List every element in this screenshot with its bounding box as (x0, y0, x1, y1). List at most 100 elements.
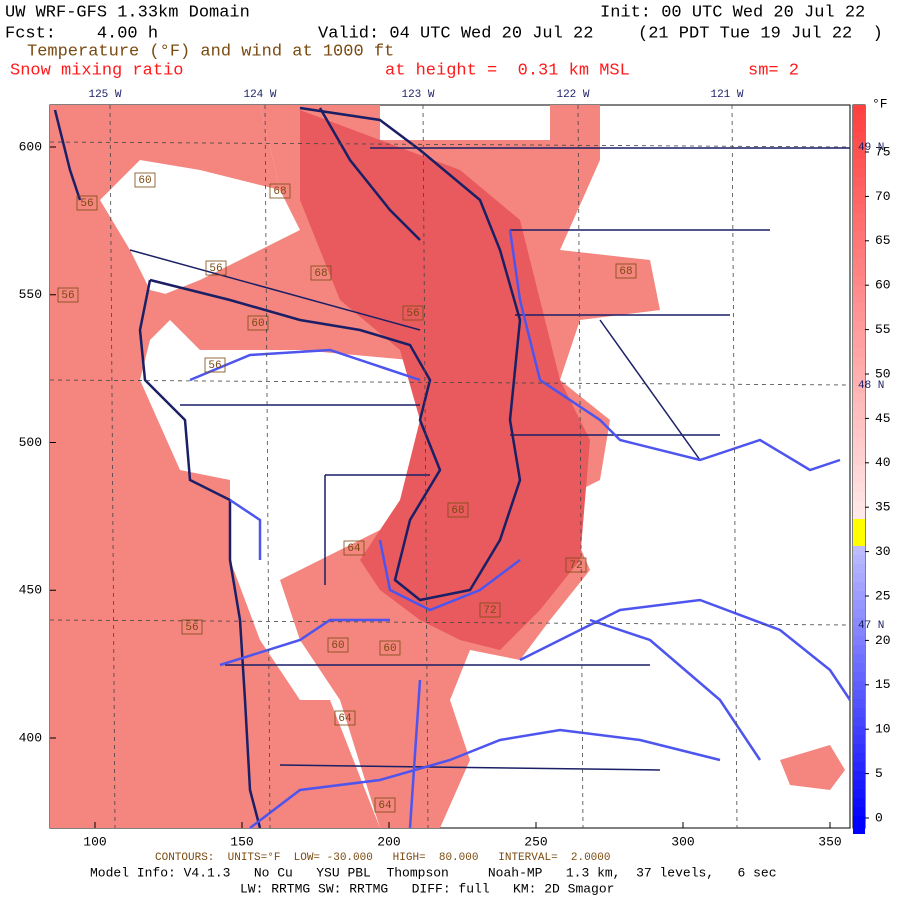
shading-name: Snow mixing ratio (10, 61, 183, 80)
contour-label: 72 (569, 560, 582, 572)
contour-label-box (447, 502, 469, 518)
contour-label: 60 (383, 643, 396, 655)
warm-region (780, 745, 845, 790)
colorbar-cell (853, 636, 865, 645)
contour-label-box (615, 263, 637, 279)
colorbar-cell (853, 555, 865, 564)
colorbar-tick-label: 30 (875, 544, 891, 559)
contour-label: 56 (406, 308, 419, 320)
contour-label-box (181, 619, 203, 635)
colorbar-cell (853, 546, 865, 555)
colorbar-cell (853, 339, 865, 348)
colorbar-cell (853, 564, 865, 573)
colorbar-cell (853, 177, 865, 186)
colorbar-tick-label: 0 (875, 810, 883, 825)
colorbar-cell (853, 681, 865, 690)
contour-label: 68 (314, 268, 327, 280)
rivers (189, 229, 852, 829)
longitude-label: 122 W (556, 89, 589, 101)
colorbar-cell (853, 519, 865, 528)
colorbar-cell (853, 753, 865, 762)
colorbar-cell (853, 573, 865, 582)
latitude-label: 47 N (858, 620, 884, 632)
local-time: (21 PDT Tue 19 Jul 22 ) (638, 24, 883, 43)
borders (129, 147, 850, 771)
colorbar-cell (853, 600, 865, 609)
contour-label-box (205, 260, 227, 276)
colorbar-cell (853, 348, 865, 357)
meridian (264, 104, 271, 829)
meridian (731, 104, 738, 829)
contour-label: 56 (185, 622, 198, 634)
contour-label-box (374, 797, 396, 813)
field-name: Temperature (°F) and wind at 1000 ft (27, 42, 394, 61)
y-tick-label: 400 (19, 730, 42, 745)
colorbar-cell (853, 375, 865, 384)
colorbar-cell (853, 591, 865, 600)
model-info: Model Info: V4.1.3 No Cu YSU PBL Thompso… (90, 865, 777, 880)
contour-label-box (343, 540, 365, 556)
colorbar-unit: °F (872, 96, 888, 111)
colorbar-cell (853, 276, 865, 285)
colorbar-cell (853, 105, 865, 114)
warm-region (50, 105, 380, 828)
colorbar-cell (853, 393, 865, 402)
contour-label: 72 (483, 605, 496, 617)
contour-label-box (134, 172, 156, 188)
colorbar-cell (853, 645, 865, 654)
contour-label: 56 (209, 263, 222, 275)
x-tick-label: 350 (818, 834, 841, 849)
y-tick-label: 550 (19, 287, 42, 302)
contour-info: CONTOURS: UNITS=°F LOW= -30.000 HIGH= 80… (155, 852, 610, 864)
colorbar-cell (853, 231, 865, 240)
contour-label: 64 (347, 543, 361, 555)
longitude-label: 124 W (243, 89, 276, 101)
hot-region (300, 110, 590, 650)
contour-label: 56 (80, 198, 93, 210)
colorbar-cell (853, 303, 865, 312)
colorbar-cell (853, 123, 865, 132)
parallel (49, 619, 851, 626)
colorbar-cell (853, 465, 865, 474)
colorbar-cell (853, 402, 865, 411)
map: 60 56 68 56 56 68 60 56 56 68 68 64 72 72 56 60 60 64 64 (49, 104, 852, 829)
contour-label-box (379, 640, 401, 656)
colorbar-cell (853, 762, 865, 771)
colorbar-cell (853, 474, 865, 483)
colorbar-cell (853, 267, 865, 276)
colorbar-tick-label: 55 (875, 322, 891, 337)
colorbar-cell (853, 195, 865, 204)
colorbar-cell (853, 699, 865, 708)
colorbar-cell (853, 438, 865, 447)
parallel (49, 141, 851, 148)
longitude-label: 121 W (710, 89, 743, 101)
colorbar-cell (853, 528, 865, 537)
colorbar-cell (853, 456, 865, 465)
contour-label-box (402, 305, 424, 321)
colorbar-cell (853, 735, 865, 744)
latitude-label: 49 N (858, 142, 884, 154)
colorbar-cell (853, 330, 865, 339)
colorbar-tick-label: 40 (875, 455, 891, 470)
height-info: at height = 0.31 km MSL (385, 61, 630, 80)
colorbar-cell (853, 654, 865, 663)
colorbar-cell (853, 429, 865, 438)
colorbar-tick-label: 35 (875, 500, 891, 515)
colorbar-cell (853, 150, 865, 159)
colorbar-cell (853, 717, 865, 726)
colorbar-cell (853, 420, 865, 429)
colorbar-cell (853, 582, 865, 591)
colorbar-cell (853, 357, 865, 366)
contour-label: 56 (61, 290, 74, 302)
contour-label: 68 (619, 266, 632, 278)
contour-label: 60 (331, 640, 344, 652)
longitude-label: 123 W (401, 89, 434, 101)
colorbar-cell (853, 213, 865, 222)
colorbar-cell (853, 132, 865, 141)
contour-label: 68 (451, 505, 464, 517)
colorbar-cell (853, 285, 865, 294)
colorbar-cell (853, 807, 865, 816)
colorbar-cell (853, 816, 865, 825)
colorbar-tick-label: 70 (875, 189, 891, 204)
